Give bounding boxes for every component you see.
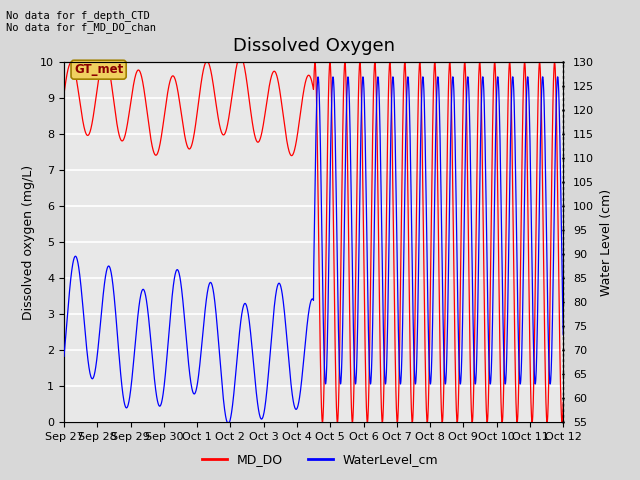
Title: Dissolved Oxygen: Dissolved Oxygen xyxy=(232,37,395,55)
Y-axis label: Dissolved oxygen (mg/L): Dissolved oxygen (mg/L) xyxy=(22,165,35,320)
Y-axis label: Water Level (cm): Water Level (cm) xyxy=(600,189,612,296)
Text: GT_met: GT_met xyxy=(74,63,124,76)
Text: No data for f_depth_CTD
No data for f_MD_DO_chan: No data for f_depth_CTD No data for f_MD… xyxy=(6,10,156,33)
Legend: MD_DO, WaterLevel_cm: MD_DO, WaterLevel_cm xyxy=(196,448,444,471)
